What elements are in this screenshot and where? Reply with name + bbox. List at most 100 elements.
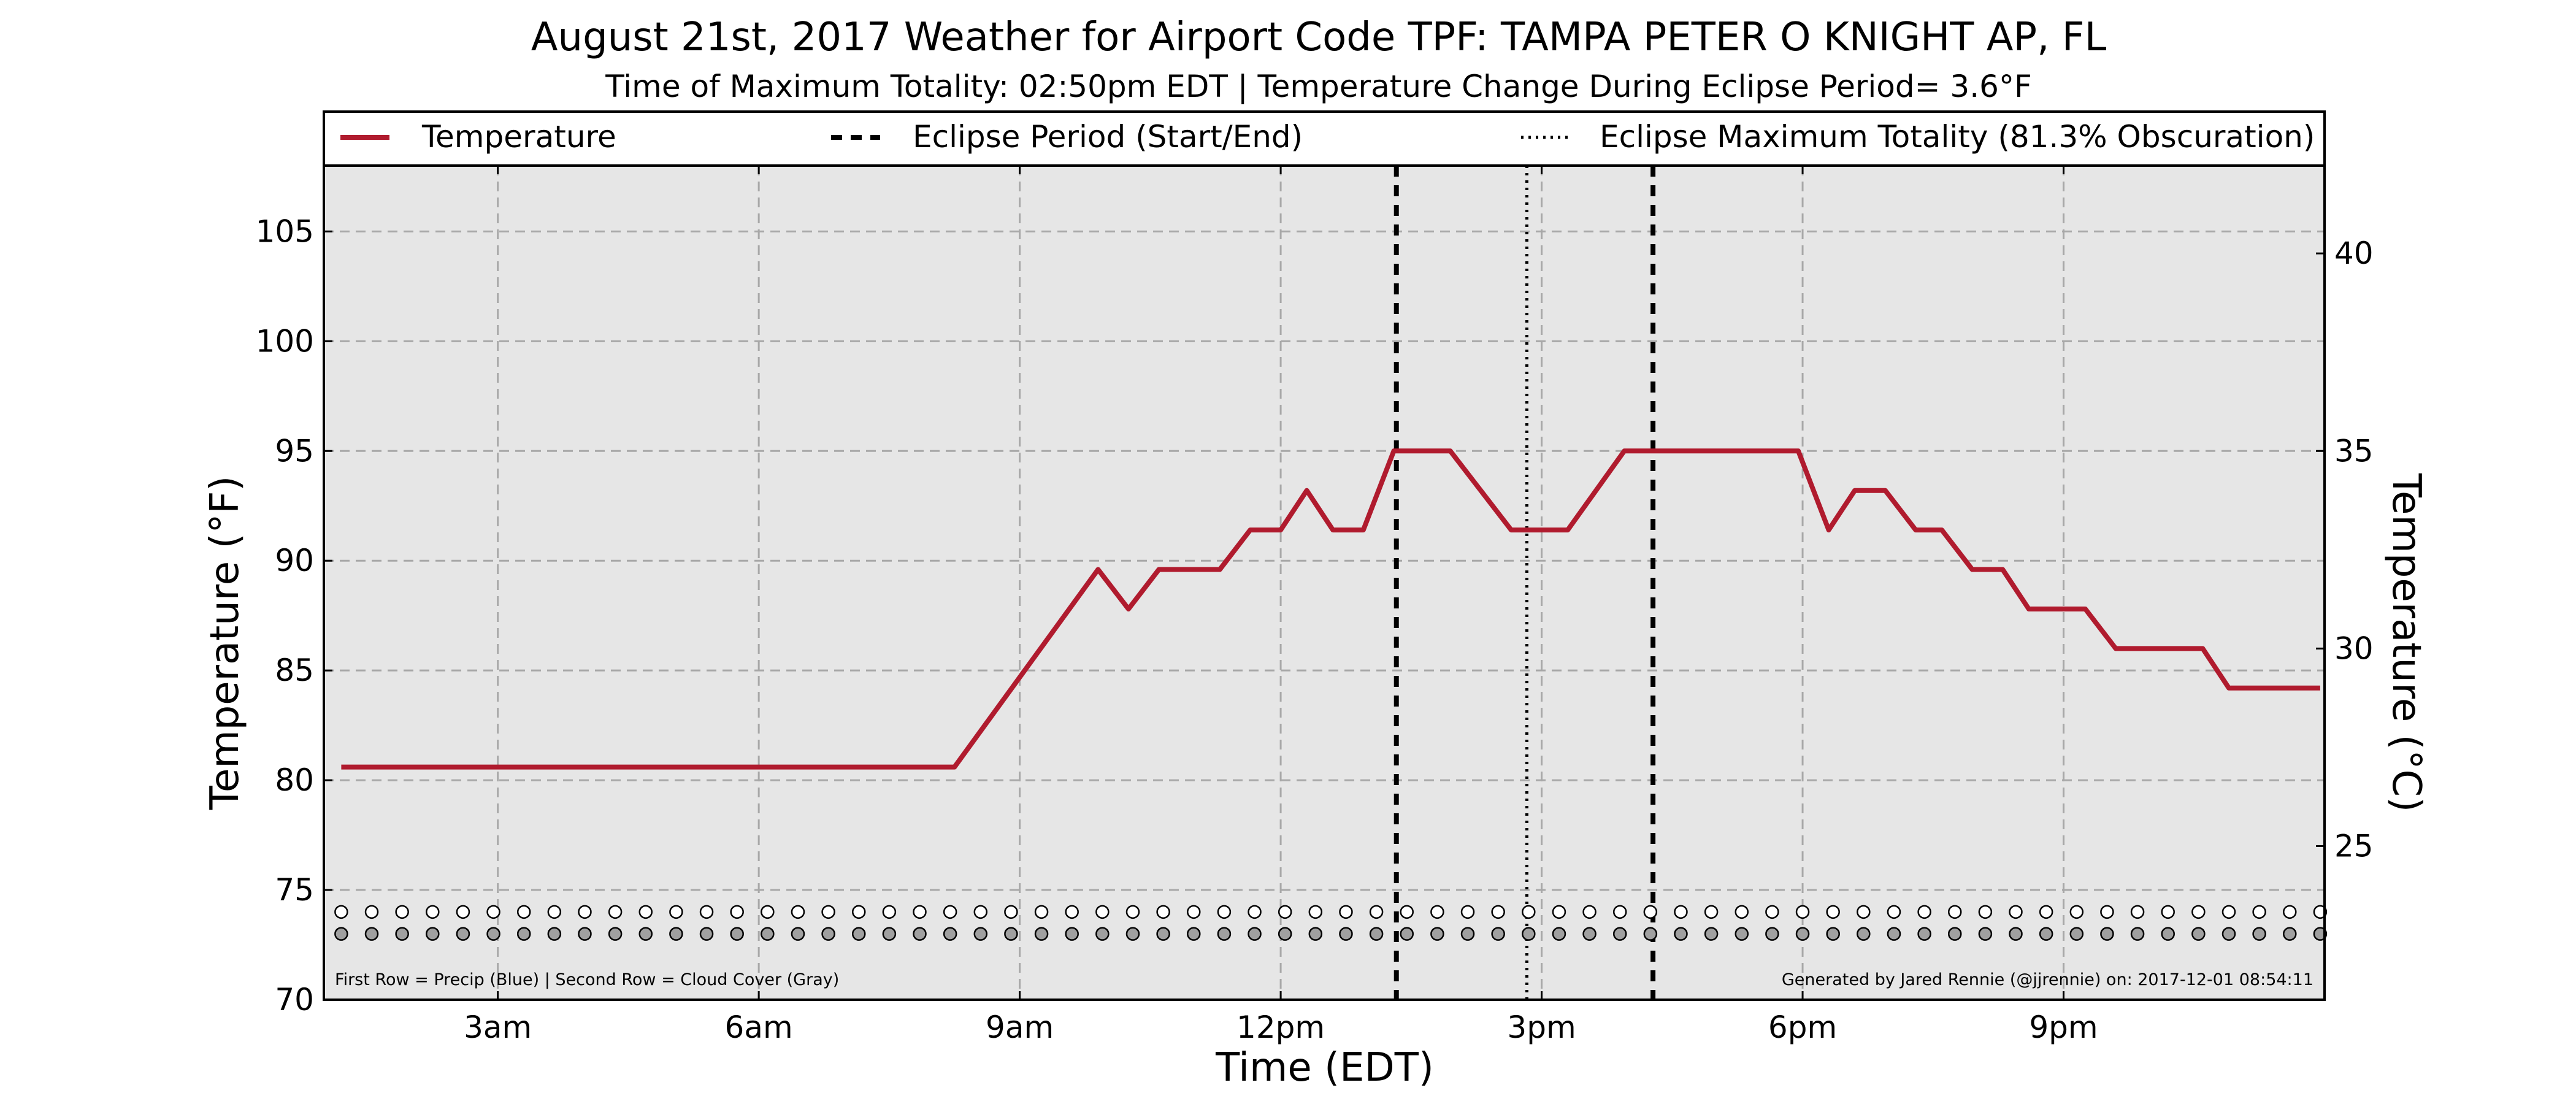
precip-marker <box>578 905 592 919</box>
cloud-marker <box>1612 927 1627 941</box>
cloud-marker <box>1217 927 1232 941</box>
x-tick-label: 6am <box>725 1010 793 1045</box>
precip-marker <box>1095 905 1110 919</box>
precip-marker <box>1826 905 1840 919</box>
legend: Temperature Eclipse Period (Start/End) E… <box>323 110 2326 167</box>
plot-area: 3am 6am 9am 12pm 3pm 6pm 9pm 70 75 80 85 90 95 100 105… <box>256 164 2374 1045</box>
chart-title: August 21st, 2017 Weather for Airport Co… <box>531 15 2107 60</box>
precip-marker <box>1795 905 1810 919</box>
cloud-marker <box>1339 927 1353 941</box>
precip-marker <box>516 905 531 919</box>
precip-marker <box>791 905 805 919</box>
cloud-marker <box>791 927 805 941</box>
cloud-marker <box>1278 927 1292 941</box>
cloud-marker <box>2161 927 2175 941</box>
precip-marker <box>1430 905 1444 919</box>
precip-marker <box>1643 905 1658 919</box>
cloud-marker <box>669 927 683 941</box>
precip-marker <box>1765 905 1779 919</box>
precip-marker <box>364 905 379 919</box>
cloud-marker <box>2191 927 2206 941</box>
precip-marker <box>1978 905 1993 919</box>
plot-background <box>324 166 2325 1000</box>
cloud-marker <box>1643 927 1658 941</box>
precip-marker <box>1339 905 1353 919</box>
cloud-marker <box>2252 927 2266 941</box>
precip-marker <box>1125 905 1140 919</box>
precip-marker <box>1217 905 1232 919</box>
y-tick-label-right: 30 <box>2334 631 2374 666</box>
y-tick-label-right: 25 <box>2334 828 2374 864</box>
precip-marker <box>1278 905 1292 919</box>
cloud-marker <box>1460 927 1475 941</box>
cloud-marker <box>2009 927 2023 941</box>
y-tick-label: 70 <box>275 982 314 1018</box>
y-tick-label-right: 35 <box>2334 433 2374 469</box>
cloud-marker <box>1765 927 1779 941</box>
precip-marker <box>1857 905 1871 919</box>
cloud-marker <box>1248 927 1262 941</box>
precip-marker <box>1522 905 1536 919</box>
cloud-marker <box>1887 927 1901 941</box>
cloud-marker <box>1004 927 1018 941</box>
cloud-marker <box>334 927 348 941</box>
x-tick-label: 3pm <box>1507 1010 1576 1045</box>
precip-marker <box>395 905 409 919</box>
cloud-marker <box>1034 927 1049 941</box>
precip-marker <box>1065 905 1079 919</box>
precip-marker <box>1156 905 1170 919</box>
footnote-right: Generated by Jared Rennie (@jjrennie) on… <box>1782 970 2313 989</box>
chart-subtitle: Time of Maximum Totality: 02:50pm EDT | … <box>605 69 2031 104</box>
cloud-marker <box>1430 927 1444 941</box>
cloud-marker <box>1917 927 1931 941</box>
precip-marker <box>547 905 562 919</box>
cloud-marker <box>973 927 988 941</box>
precip-marker <box>761 905 775 919</box>
cloud-marker <box>761 927 775 941</box>
precip-marker <box>1917 905 1931 919</box>
cloud-marker <box>730 927 744 941</box>
cloud-marker <box>2069 927 2084 941</box>
x-tick-label: 12pm <box>1236 1010 1325 1045</box>
cloud-marker <box>486 927 500 941</box>
cloud-marker <box>2283 927 2297 941</box>
precip-marker <box>1674 905 1688 919</box>
cloud-marker <box>364 927 379 941</box>
precip-marker <box>456 905 470 919</box>
x-tick-label: 9am <box>986 1010 1054 1045</box>
precip-marker <box>1887 905 1901 919</box>
legend-label-eclipse-period: Eclipse Period (Start/End) <box>913 119 1303 155</box>
cloud-marker <box>2039 927 2053 941</box>
cloud-marker <box>1187 927 1201 941</box>
cloud-marker <box>547 927 562 941</box>
cloud-marker <box>1704 927 1719 941</box>
y-tick-label: 100 <box>256 323 314 359</box>
cloud-marker <box>1826 927 1840 941</box>
cloud-marker <box>2221 927 2236 941</box>
y-axis-label-right: Temperature (°C) <box>2383 473 2429 812</box>
precip-marker <box>2252 905 2266 919</box>
cloud-marker <box>1491 927 1505 941</box>
cloud-marker <box>1582 927 1597 941</box>
precip-marker <box>2069 905 2084 919</box>
cloud-marker <box>1857 927 1871 941</box>
y-axis-label-left: Temperature (°F) <box>202 476 248 811</box>
precip-marker <box>1552 905 1566 919</box>
cloud-marker <box>608 927 623 941</box>
cloud-marker <box>1947 927 1962 941</box>
cloud-marker <box>395 927 409 941</box>
cloud-marker <box>1095 927 1110 941</box>
y-tick-label: 105 <box>256 213 314 249</box>
precip-marker <box>638 905 653 919</box>
cloud-marker <box>1674 927 1688 941</box>
cloud-marker <box>1400 927 1414 941</box>
precip-marker <box>2039 905 2053 919</box>
legend-frame <box>323 110 2326 167</box>
precip-marker <box>334 905 348 919</box>
cloud-marker <box>699 927 714 941</box>
precip-marker <box>2283 905 2297 919</box>
cloud-marker <box>943 927 957 941</box>
cloud-marker <box>1156 927 1170 941</box>
cloud-marker <box>1369 927 1384 941</box>
